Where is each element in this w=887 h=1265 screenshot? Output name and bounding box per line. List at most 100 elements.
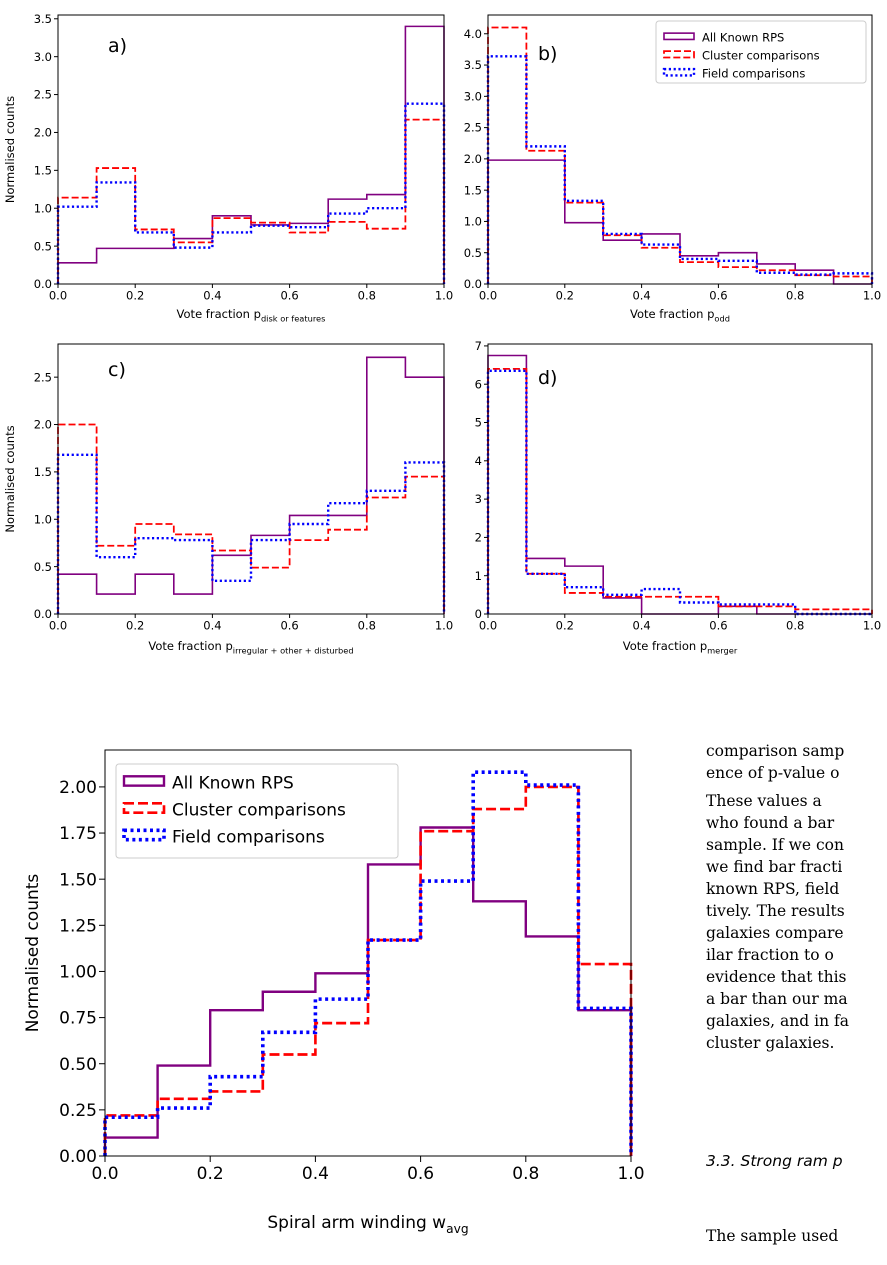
section-heading: 3.3. Strong ram p bbox=[706, 1152, 843, 1170]
legend-swatch-rps bbox=[663, 32, 695, 41]
legend-swatch-field bbox=[122, 828, 166, 842]
panel-label: d) bbox=[538, 367, 557, 389]
y-tick-label: 0 bbox=[475, 607, 482, 621]
x-tick-label: 0.0 bbox=[49, 619, 67, 633]
axes-frame bbox=[57, 14, 445, 285]
x-tick-label: 0.6 bbox=[709, 619, 727, 633]
y-tick-label: 0.5 bbox=[34, 560, 52, 574]
legend: All Known RPS Cluster comparisons Field co… bbox=[655, 20, 867, 84]
x-axis-label: Vote fraction pdisk or features bbox=[177, 307, 326, 323]
axes-frame bbox=[487, 14, 873, 285]
legend-label-cluster: Cluster comparisons bbox=[172, 801, 346, 821]
x-tick-label: 0.6 bbox=[709, 289, 727, 303]
x-tick-label: 0.0 bbox=[91, 1164, 118, 1184]
legend-label-rps: All Known RPS bbox=[702, 31, 784, 45]
y-tick-label: 3.0 bbox=[34, 50, 52, 64]
y-axis-label: Normalised counts bbox=[23, 874, 43, 1033]
legend: All Known RPS Cluster comparisons Field co… bbox=[115, 763, 399, 859]
histogram-series-cluster bbox=[57, 118, 445, 284]
y-tick-label: 0.0 bbox=[34, 607, 52, 621]
histogram-series-field bbox=[56, 453, 446, 614]
y-axis-label: Normalised counts bbox=[3, 425, 17, 532]
y-tick-label: 0.5 bbox=[34, 239, 52, 253]
x-tick-label: 0.8 bbox=[358, 289, 376, 303]
y-tick-label: 2 bbox=[475, 531, 482, 545]
histogram-series-rps bbox=[57, 25, 445, 284]
x-tick-label: 0.2 bbox=[126, 619, 144, 633]
x-tick-label: 0.0 bbox=[479, 619, 497, 633]
y-tick-label: 1 bbox=[475, 569, 482, 583]
text-line: galaxies compare bbox=[706, 924, 844, 942]
y-tick-label: 4.0 bbox=[464, 27, 482, 41]
histogram-panel-c: 0.0 0.2 0.4 0.6 0.8 1.0 0.0 0.5 1.0 1.5 2.0 2.5 Vote… bbox=[3, 343, 453, 655]
y-tick-label: 2.0 bbox=[34, 418, 52, 432]
text-line: These values a bbox=[706, 792, 822, 810]
histogram-panel-d: 0.0 0.2 0.4 0.6 0.8 1.0 0 1 2 3 4 5 6 7 Vote fraction … bbox=[475, 339, 881, 655]
y-tick-label: 2.5 bbox=[34, 370, 52, 384]
y-tick-label: 0.00 bbox=[59, 1147, 97, 1167]
histogram-series-cluster bbox=[487, 26, 873, 284]
text-line: we find bar fracti bbox=[706, 858, 843, 876]
x-tick-label: 0.4 bbox=[203, 289, 221, 303]
y-tick-label: 1.00 bbox=[59, 963, 97, 983]
x-axis-label: Vote fraction pirregular + other + distu… bbox=[148, 639, 353, 655]
histogram-spiral-winding: 0.0 0.2 0.4 0.6 0.8 1.0 0.00 0.25 0.50 0.75 1.00 1.… bbox=[23, 749, 645, 1236]
text-line: ilar fraction to o bbox=[706, 946, 834, 964]
legend-label-field: Field comparisons bbox=[172, 828, 325, 848]
legend-box bbox=[115, 763, 399, 859]
text-line: known RPS, field bbox=[706, 880, 840, 898]
x-tick-label: 0.0 bbox=[49, 289, 67, 303]
x-tick-label: 0.6 bbox=[407, 1164, 434, 1184]
y-tick-label: 1.50 bbox=[59, 870, 97, 890]
y-tick-label: 0.0 bbox=[464, 277, 482, 291]
y-tick-label: 1.5 bbox=[464, 183, 482, 197]
text-line: cluster galaxies. bbox=[706, 1034, 835, 1052]
panel-label: a) bbox=[108, 35, 127, 57]
x-tick-label: 1.0 bbox=[863, 619, 881, 633]
y-tick-label: 0.5 bbox=[464, 246, 482, 260]
histogram-series-field bbox=[103, 770, 633, 1156]
axes-frame bbox=[104, 749, 632, 1157]
y-tick-label: 1.5 bbox=[34, 465, 52, 479]
text-line: who found a bar bbox=[706, 814, 835, 832]
y-tick-label: 7 bbox=[475, 339, 482, 353]
y-axis-label: Normalised counts bbox=[3, 96, 17, 203]
y-tick-label: 3 bbox=[475, 492, 482, 506]
y-tick-label: 2.0 bbox=[34, 126, 52, 140]
text-line: a bar than our ma bbox=[706, 990, 848, 1008]
x-tick-label: 0.4 bbox=[632, 619, 650, 633]
text-line: evidence that this bbox=[706, 968, 847, 986]
legend-box bbox=[655, 20, 867, 84]
x-tick-label: 0.0 bbox=[479, 289, 497, 303]
x-axis-label: Vote fraction podd bbox=[630, 307, 730, 323]
x-axis-label: Vote fraction pmerger bbox=[623, 639, 738, 655]
y-tick-label: 2.00 bbox=[59, 778, 97, 798]
y-tick-label: 4 bbox=[475, 454, 482, 468]
x-tick-label: 1.0 bbox=[435, 289, 453, 303]
y-tick-label: 3.5 bbox=[464, 58, 482, 72]
text-line: The sample used bbox=[706, 1227, 839, 1245]
x-tick-label: 0.8 bbox=[358, 619, 376, 633]
y-tick-label: 1.0 bbox=[464, 215, 482, 229]
x-tick-label: 0.2 bbox=[197, 1164, 224, 1184]
x-tick-label: 0.8 bbox=[786, 619, 804, 633]
y-tick-label: 0.0 bbox=[34, 277, 52, 291]
x-tick-label: 1.0 bbox=[435, 619, 453, 633]
text-line: galaxies, and in fa bbox=[706, 1012, 849, 1030]
legend-swatch-rps bbox=[122, 775, 166, 787]
x-tick-label: 1.0 bbox=[863, 289, 881, 303]
text-line: tively. The results bbox=[706, 902, 845, 920]
y-tick-label: 3.0 bbox=[464, 89, 482, 103]
text-line: sample. If we con bbox=[706, 836, 844, 854]
x-axis-label: Spiral arm winding wavg bbox=[267, 1213, 468, 1236]
panel-label: b) bbox=[538, 43, 557, 65]
histogram-series-field bbox=[486, 55, 874, 284]
axes-frame bbox=[57, 343, 445, 615]
legend-label-rps: All Known RPS bbox=[172, 774, 294, 794]
legend-swatch-field bbox=[662, 67, 696, 77]
x-tick-label: 0.4 bbox=[302, 1164, 329, 1184]
y-tick-label: 2.5 bbox=[464, 121, 482, 135]
legend-label-cluster: Cluster comparisons bbox=[702, 49, 820, 63]
x-tick-label: 0.6 bbox=[280, 289, 298, 303]
x-tick-label: 0.6 bbox=[280, 619, 298, 633]
